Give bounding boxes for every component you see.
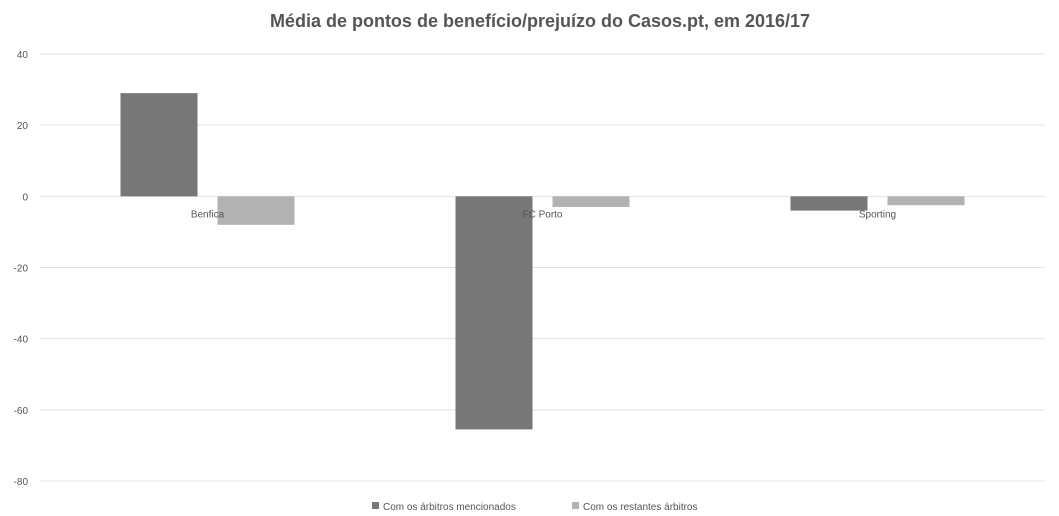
y-tick-label: -60	[14, 406, 29, 417]
y-tick-label: -40	[14, 335, 29, 346]
bar	[552, 196, 630, 208]
y-tick-label: -20	[14, 264, 29, 275]
bar	[790, 196, 868, 211]
legend: Com os árbitros mencionados Com os restan…	[372, 502, 698, 513]
category-label: Benfica	[191, 209, 225, 220]
bar	[120, 93, 198, 197]
bar	[217, 196, 295, 225]
chart-title: Média de pontos de benefício/prejuízo do…	[270, 11, 810, 31]
category-label: Sporting	[859, 209, 896, 220]
legend-label: Com os restantes árbitros	[583, 502, 698, 513]
bar	[887, 196, 965, 206]
bars	[120, 93, 965, 430]
legend-swatch	[572, 502, 579, 509]
y-tick-label: 40	[17, 50, 29, 61]
legend-label: Com os árbitros mencionados	[383, 502, 516, 513]
y-tick-label: 0	[22, 192, 28, 203]
gridlines	[40, 53, 1045, 482]
y-tick-label: -80	[14, 477, 29, 488]
bar	[455, 196, 533, 430]
y-axis-ticks: 40 20 0 -20 -40 -60 -80	[14, 50, 29, 488]
category-labels: Benfica FC Porto Sporting	[191, 209, 896, 220]
legend-swatch	[372, 502, 379, 509]
y-tick-label: 20	[17, 121, 29, 132]
category-label: FC Porto	[522, 209, 562, 220]
